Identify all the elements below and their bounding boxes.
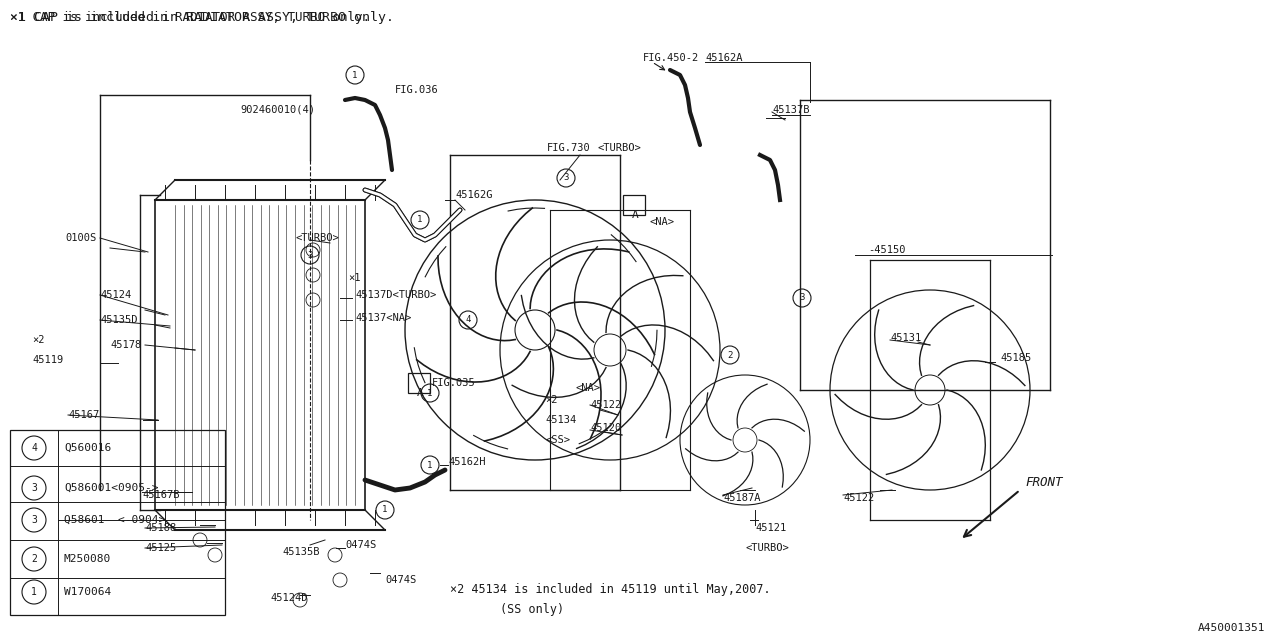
Text: 0474S: 0474S: [385, 575, 416, 585]
Text: 45119: 45119: [32, 355, 63, 365]
Text: 45167: 45167: [68, 410, 100, 420]
Text: -45150: -45150: [868, 245, 905, 255]
Text: 45122: 45122: [844, 493, 874, 503]
Text: 45135D: 45135D: [100, 315, 137, 325]
Text: 45137D<TURBO>: 45137D<TURBO>: [355, 290, 436, 300]
Text: 1: 1: [31, 587, 37, 597]
Text: (SS only): (SS only): [500, 604, 564, 616]
Text: <TURBO>: <TURBO>: [294, 233, 339, 243]
Text: W170064: W170064: [64, 587, 111, 597]
Text: <NA>: <NA>: [650, 217, 675, 227]
Text: ×2: ×2: [545, 395, 558, 405]
Text: A450001351: A450001351: [1198, 623, 1265, 633]
Text: ×1 CAP is included in RADIATOR ASSY, TURBO only.: ×1 CAP is included in RADIATOR ASSY, TUR…: [10, 12, 394, 24]
Text: ×1 CAP is included in RADIATOR ASSY, TURBO only.: ×1 CAP is included in RADIATOR ASSY, TUR…: [10, 12, 370, 24]
Text: A: A: [631, 210, 639, 220]
Text: 45124D: 45124D: [270, 593, 307, 603]
Text: 3: 3: [799, 294, 805, 303]
Text: <SS>: <SS>: [545, 435, 570, 445]
Text: 1: 1: [383, 506, 388, 515]
Text: FIG.036: FIG.036: [396, 85, 439, 95]
Text: 45137B: 45137B: [772, 105, 809, 115]
Text: 45122: 45122: [590, 400, 621, 410]
Text: 45178: 45178: [110, 340, 141, 350]
Text: 45135B: 45135B: [282, 547, 320, 557]
Text: <NA>: <NA>: [575, 383, 600, 393]
Text: 3: 3: [31, 515, 37, 525]
Text: FIG.450-2: FIG.450-2: [643, 53, 699, 63]
Text: 0474S: 0474S: [346, 540, 376, 550]
Text: 2: 2: [31, 554, 37, 564]
Text: FIG.730: FIG.730: [547, 143, 591, 153]
Text: 1: 1: [428, 461, 433, 470]
Text: 0100S: 0100S: [65, 233, 96, 243]
Text: 3: 3: [31, 483, 37, 493]
Text: 1: 1: [417, 216, 422, 225]
Text: ×2 45134 is included in 45119 until May,2007.: ×2 45134 is included in 45119 until May,…: [451, 584, 771, 596]
Text: 1: 1: [352, 70, 357, 79]
Text: 1: 1: [428, 388, 433, 397]
Text: 45162A: 45162A: [705, 53, 742, 63]
Text: 45121: 45121: [755, 523, 786, 533]
Text: 45185: 45185: [1000, 353, 1032, 363]
Text: 45162H: 45162H: [448, 457, 485, 467]
Text: 45125: 45125: [145, 543, 177, 553]
Text: <TURBO>: <TURBO>: [596, 143, 641, 153]
Text: Q58601  <-0904>: Q58601 <-0904>: [64, 515, 165, 525]
Text: ×2: ×2: [32, 335, 45, 345]
Text: M250080: M250080: [64, 554, 111, 564]
Text: <TURBO>: <TURBO>: [745, 543, 788, 553]
Text: 45188: 45188: [145, 523, 177, 533]
Text: 3: 3: [307, 250, 312, 259]
Text: 4: 4: [31, 443, 37, 453]
Text: 4: 4: [466, 316, 471, 324]
Text: 3: 3: [563, 173, 568, 182]
Text: Q586001<0905->: Q586001<0905->: [64, 483, 159, 493]
Bar: [10, 430, 225, 615]
Text: 45167B: 45167B: [142, 490, 179, 500]
Text: 2: 2: [727, 351, 732, 360]
Text: 902460010(4): 902460010(4): [241, 105, 315, 115]
Text: 45137<NA>: 45137<NA>: [355, 313, 411, 323]
Text: 45134: 45134: [545, 415, 576, 425]
Text: Q560016: Q560016: [64, 443, 111, 453]
Text: A: A: [416, 388, 424, 398]
Text: 45162G: 45162G: [454, 190, 493, 200]
Text: 45187A: 45187A: [723, 493, 760, 503]
Text: 45120: 45120: [590, 423, 621, 433]
Text: ×1: ×1: [348, 273, 361, 283]
Text: 45124: 45124: [100, 290, 132, 300]
Text: 45131: 45131: [890, 333, 922, 343]
Text: FIG.035: FIG.035: [433, 378, 476, 388]
Text: FRONT: FRONT: [1025, 476, 1062, 488]
